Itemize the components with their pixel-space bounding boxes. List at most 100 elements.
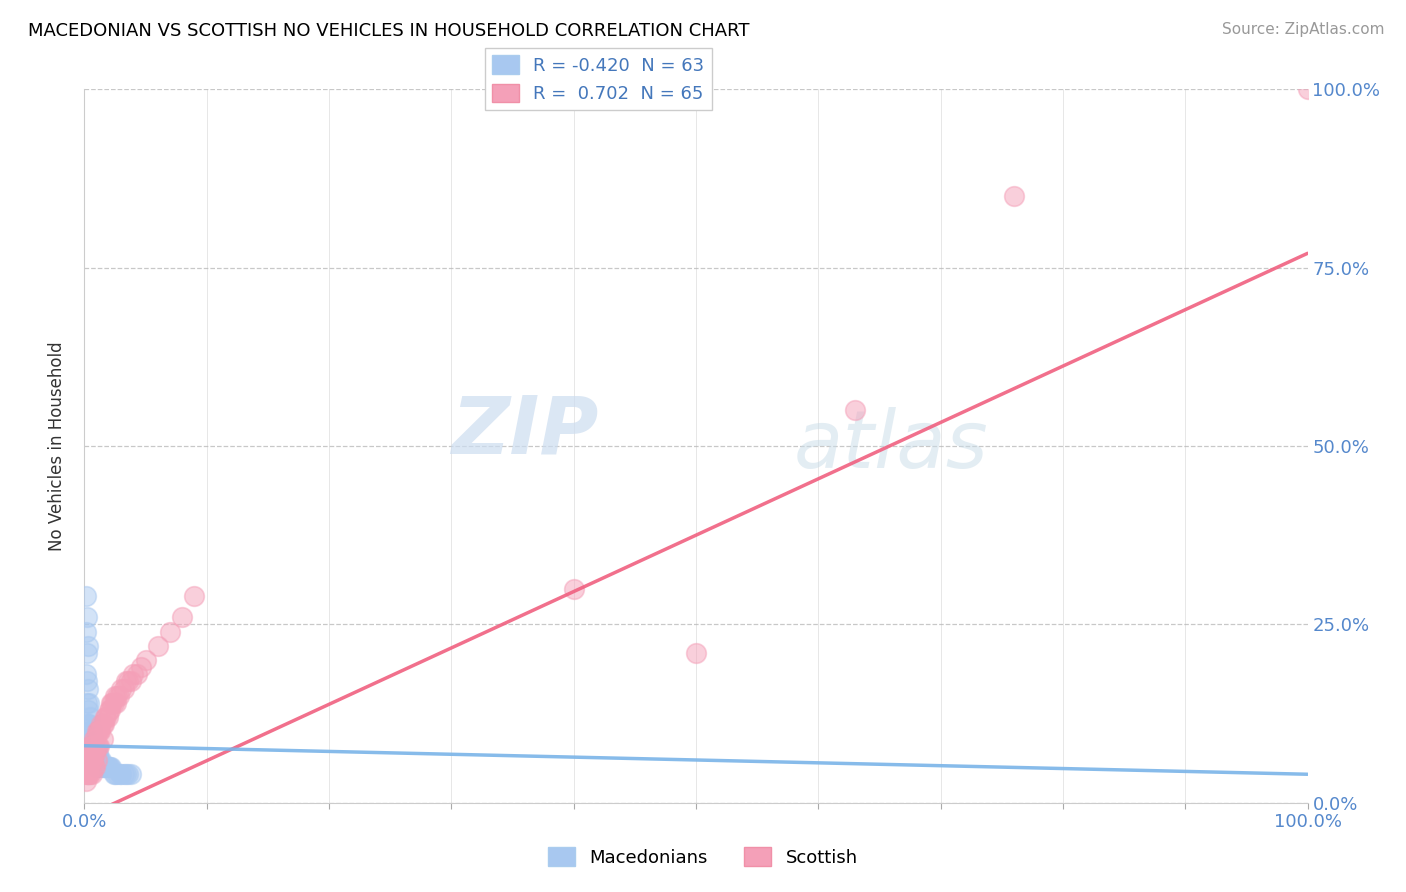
- Point: [77, 767, 100, 781]
- Point: [77, 639, 100, 653]
- Point: [80, 739, 103, 753]
- Point: [87, 724, 110, 739]
- Point: [75, 667, 97, 681]
- Point: [104, 689, 127, 703]
- Point: [98, 760, 121, 774]
- Point: [90, 753, 112, 767]
- Point: [97, 710, 120, 724]
- Point: [105, 696, 128, 710]
- Point: [82, 753, 104, 767]
- Point: [83, 746, 105, 760]
- Point: [76, 717, 98, 731]
- Legend: R = -0.420  N = 63, R =  0.702  N = 65: R = -0.420 N = 63, R = 0.702 N = 65: [485, 48, 711, 111]
- Point: [77, 731, 100, 746]
- Point: [1296, 82, 1319, 96]
- Point: [87, 753, 110, 767]
- Point: [77, 703, 100, 717]
- Point: [120, 767, 142, 781]
- Point: [86, 724, 108, 739]
- Point: [86, 760, 108, 774]
- Point: [76, 760, 98, 774]
- Point: [87, 739, 110, 753]
- Point: [103, 696, 125, 710]
- Point: [100, 760, 122, 774]
- Point: [844, 403, 866, 417]
- Point: [89, 724, 111, 739]
- Point: [79, 746, 101, 760]
- Point: [125, 667, 148, 681]
- Point: [77, 746, 100, 760]
- Point: [86, 753, 108, 767]
- Point: [77, 731, 100, 746]
- Point: [77, 739, 100, 753]
- Point: [129, 660, 152, 674]
- Text: ZIP: ZIP: [451, 392, 598, 471]
- Point: [103, 767, 125, 781]
- Point: [83, 760, 105, 774]
- Point: [112, 767, 135, 781]
- Point: [122, 667, 145, 681]
- Point: [115, 767, 138, 781]
- Point: [82, 739, 104, 753]
- Point: [82, 731, 104, 746]
- Point: [77, 696, 100, 710]
- Point: [94, 760, 117, 774]
- Point: [80, 767, 103, 781]
- Point: [83, 731, 105, 746]
- Point: [84, 746, 107, 760]
- Point: [77, 746, 100, 760]
- Point: [96, 760, 118, 774]
- Point: [107, 689, 129, 703]
- Point: [98, 703, 121, 717]
- Point: [105, 767, 128, 781]
- Point: [86, 753, 108, 767]
- Point: [159, 624, 181, 639]
- Legend: Macedonians, Scottish: Macedonians, Scottish: [541, 840, 865, 874]
- Point: [93, 717, 115, 731]
- Point: [97, 760, 120, 774]
- Point: [90, 717, 112, 731]
- Point: [76, 696, 98, 710]
- Point: [94, 710, 117, 724]
- Point: [110, 767, 132, 781]
- Point: [97, 760, 120, 774]
- Point: [1002, 189, 1025, 203]
- Point: [112, 681, 135, 696]
- Point: [80, 724, 103, 739]
- Point: [90, 760, 112, 774]
- Text: Source: ZipAtlas.com: Source: ZipAtlas.com: [1222, 22, 1385, 37]
- Point: [83, 746, 105, 760]
- Point: [79, 753, 101, 767]
- Point: [183, 589, 205, 603]
- Point: [79, 739, 101, 753]
- Point: [82, 746, 104, 760]
- Point: [84, 760, 107, 774]
- Point: [77, 717, 100, 731]
- Point: [91, 717, 114, 731]
- Point: [115, 674, 138, 689]
- Point: [77, 681, 100, 696]
- Point: [89, 753, 111, 767]
- Point: [83, 753, 105, 767]
- Point: [117, 674, 139, 689]
- Point: [87, 753, 110, 767]
- Point: [77, 753, 100, 767]
- Point: [80, 753, 103, 767]
- Y-axis label: No Vehicles in Household: No Vehicles in Household: [48, 341, 66, 551]
- Point: [101, 696, 124, 710]
- Point: [117, 767, 139, 781]
- Point: [75, 767, 97, 781]
- Point: [75, 624, 97, 639]
- Point: [96, 710, 118, 724]
- Point: [76, 767, 98, 781]
- Point: [87, 746, 110, 760]
- Point: [84, 746, 107, 760]
- Point: [83, 739, 105, 753]
- Point: [87, 724, 110, 739]
- Point: [84, 739, 107, 753]
- Text: atlas: atlas: [794, 407, 988, 485]
- Point: [685, 646, 707, 660]
- Point: [76, 610, 98, 624]
- Point: [84, 731, 107, 746]
- Point: [77, 717, 100, 731]
